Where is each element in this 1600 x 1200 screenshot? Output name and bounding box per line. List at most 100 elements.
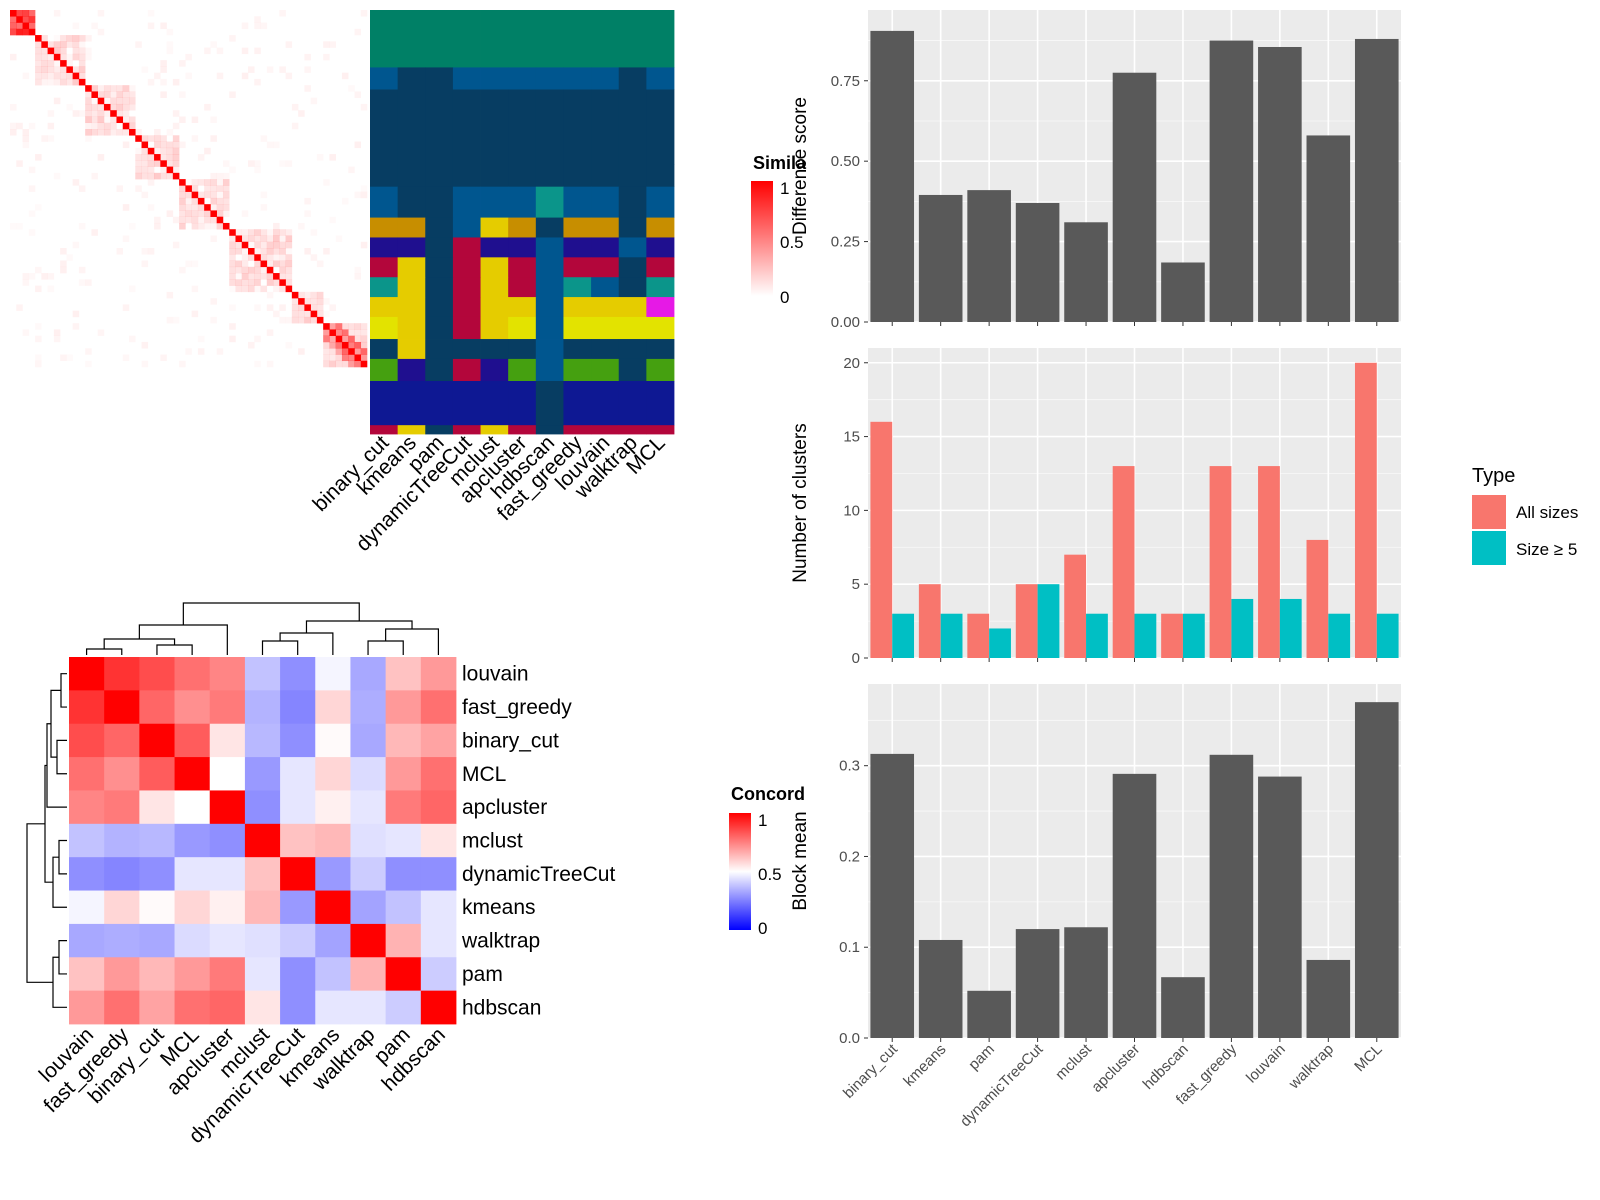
class-cell [508,67,537,90]
similarity-cell [141,147,149,155]
concordance-cell [385,857,422,891]
similarity-cell [47,60,55,67]
similarity-cell [248,266,255,274]
y-tick-label: 0.0 [839,1030,860,1047]
similarity-cell [229,235,236,243]
similarity-cell [216,172,224,180]
class-cell [508,257,537,278]
similarity-cell [266,241,274,249]
similarity-cell [285,41,293,48]
similarity-cell [79,279,86,286]
y-tick-label: 0.50 [831,153,860,170]
similarity-cell [204,179,211,186]
similarity-cell [316,316,324,324]
class-cell [563,89,592,165]
similarity-cell [85,85,92,92]
similarity-cell [266,235,274,243]
concordance-cell [139,890,175,925]
similarity-cell [261,135,268,142]
concordance-cell [174,923,211,958]
similarity-cell [29,210,36,217]
difference-score-chart: 0.00 0.25 0.50 0.75 Difference score [790,10,1401,331]
class-cell [508,277,537,298]
similarity-cell [360,103,368,111]
similarity-cell [78,66,86,73]
similarity-cell [166,210,174,217]
bar [1354,362,1377,658]
concordance-cell [350,690,387,725]
bar [1279,598,1302,658]
similarity-cell [154,216,161,224]
similarity-cell [254,78,261,86]
class-cell [591,277,620,298]
dendrogram-branch [367,640,404,655]
class-cell [397,257,426,278]
class-cell [618,186,647,218]
class-cell [425,186,454,218]
concordance-cell [315,690,351,725]
concordance-cell [280,923,316,958]
similarity-cell [35,60,42,67]
y-tick-label: 15 [843,429,860,446]
similarity-cell [267,66,274,73]
similarity-cell [254,160,261,167]
similarity-cell [172,135,180,142]
bar [1354,702,1399,1038]
similarity-cell [172,154,180,161]
similarity-cell [29,273,36,280]
similarity-cell [192,286,199,293]
concordance-cell [69,757,105,791]
concordance-cell [420,823,457,858]
similarity-cell [47,41,55,48]
class-cell [397,316,426,340]
similarity-cell [141,135,149,142]
class-cell [508,297,537,318]
similarity-cell [73,23,80,30]
similarity-cell [166,172,174,180]
bar [1112,72,1157,322]
class-cell [370,339,399,360]
similarity-cell [85,48,92,55]
similarity-cell [285,229,293,236]
similarity-cell [210,191,217,199]
concordance-cell [104,790,140,825]
concordance-cell [315,657,351,691]
similarity-cell [129,97,136,105]
bar [1161,613,1183,658]
x-tick-label: binary_cut [840,1040,902,1102]
similarity-cell [241,266,249,274]
concordance-row-label: MCL [462,763,506,786]
similarity-legend-tick-0: 0 [780,288,789,307]
similarity-cell [204,210,211,217]
similarity-cell [97,97,105,105]
similarity-cell [254,260,261,268]
similarity-cell [116,91,124,98]
similarity-cell [323,360,330,368]
similarity-cell [241,285,249,293]
concordance-cell [139,857,175,891]
similarity-cell [185,261,192,268]
concordance-cell [280,990,316,1025]
class-cell [618,237,647,258]
similarity-cell [79,110,86,117]
similarity-cell [273,279,280,286]
similarity-cell [116,97,124,105]
similarity-cell [235,285,243,293]
similarity-cell [60,60,67,67]
similarity-cell [104,98,111,105]
similarity-legend-tick-1: 1 [780,179,789,198]
similarity-cell [72,47,80,55]
class-cell [535,425,564,435]
similarity-cell [197,210,205,217]
similarity-cell [147,248,155,255]
similarity-cell [141,154,149,161]
x-tick-label: pam [965,1041,998,1074]
y-axis-label: Block mean [790,811,811,910]
similarity-cell [191,116,199,124]
similarity-cell [147,154,155,161]
class-cell [425,237,454,258]
similarity-cell [97,129,105,136]
concordance-cell [385,990,422,1025]
similarity-cell [248,66,255,73]
class-cell [646,277,675,298]
